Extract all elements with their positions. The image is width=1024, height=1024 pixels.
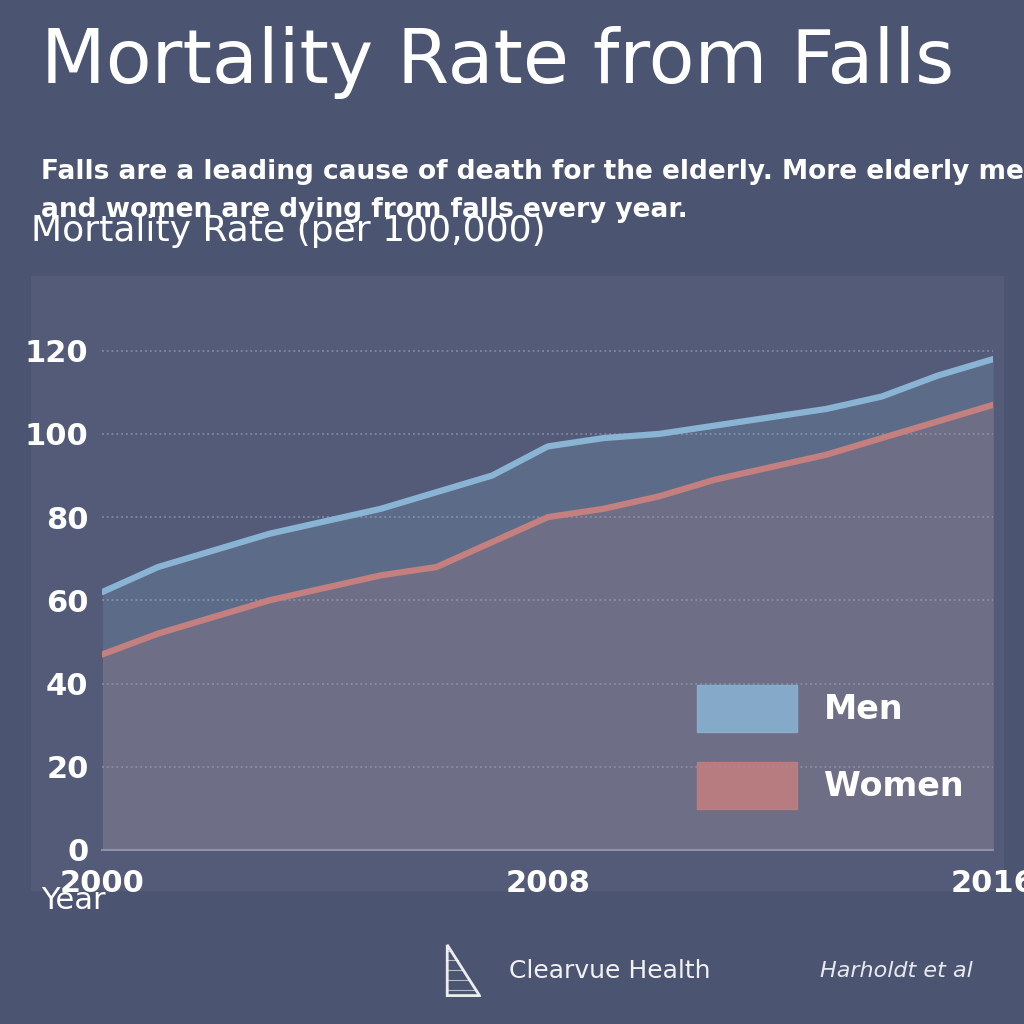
Text: Mortality Rate from Falls: Mortality Rate from Falls (41, 26, 954, 98)
Text: Falls are a leading cause of death for the elderly. More elderly men
and women a: Falls are a leading cause of death for t… (41, 159, 1024, 223)
Text: Harholdt et al: Harholdt et al (820, 961, 973, 981)
Text: Year: Year (41, 886, 105, 914)
Legend: Men, Women: Men, Women (684, 672, 977, 822)
Text: Mortality Rate (per 100,000): Mortality Rate (per 100,000) (31, 214, 546, 248)
Text: Clearvue Health: Clearvue Health (509, 958, 711, 983)
